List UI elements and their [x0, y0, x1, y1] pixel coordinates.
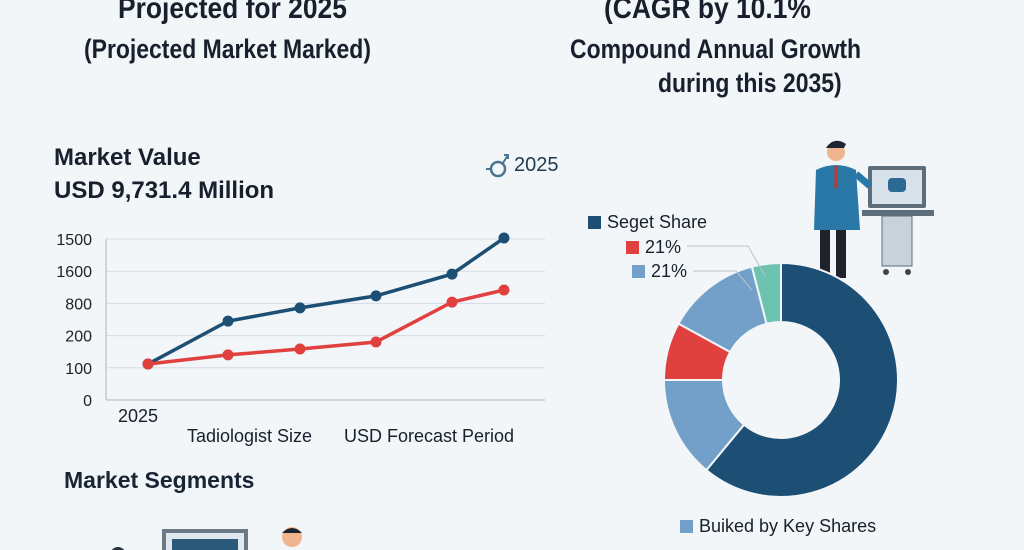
y-tick-label: 200 — [65, 329, 92, 346]
legend-swatch — [588, 216, 601, 229]
x-label-1: Tadiologist Size — [187, 426, 313, 446]
doctor-illustration — [814, 140, 934, 278]
y-tick-label: 1500 — [56, 232, 92, 249]
donut-slice — [750, 261, 782, 326]
data-point — [294, 302, 306, 314]
data-point — [142, 358, 154, 370]
left-subtitle: (Projected Market Marked) — [84, 34, 371, 64]
legend-item-text: 21% — [645, 237, 682, 257]
donut-slice — [705, 261, 899, 498]
donut-legend-item: 21% — [632, 261, 687, 282]
y-tick-label: 0 — [83, 393, 92, 410]
legend-swatch — [680, 520, 693, 533]
series-line-0 — [147, 236, 505, 366]
leader-line — [693, 270, 753, 291]
legend-title-text: Seget Share — [607, 212, 708, 232]
data-point — [498, 284, 510, 296]
y-tick-label: 1600 — [56, 264, 92, 281]
donut-legend-title: Seget Share — [588, 212, 707, 233]
leader-line — [687, 245, 766, 277]
right-title: (CAGR by 10.1% — [604, 0, 811, 25]
data-point — [370, 290, 382, 302]
y-tick-label: 100 — [65, 361, 92, 378]
right-subtitle-2: during this 2035) — [658, 68, 842, 98]
left-title: Projected for 2025 — [118, 0, 347, 25]
x-tick-label: 2025 — [118, 406, 159, 426]
year-badge-text: 2025 — [514, 153, 559, 176]
data-point — [222, 315, 234, 327]
legend-swatch — [626, 241, 639, 254]
data-point — [222, 349, 234, 361]
legend-item-text: 21% — [651, 261, 688, 281]
footer-legend-text: Buiked by Key Shares — [699, 516, 877, 536]
data-point — [498, 232, 510, 244]
donut-legend-item: 21% — [626, 237, 681, 258]
market-value-amount: USD 9,731.4 Million — [54, 177, 275, 204]
donut-footer-legend: Buiked by Key Shares — [680, 516, 876, 537]
data-point — [370, 336, 382, 348]
market-value-label: Market Value — [54, 144, 201, 171]
data-point — [446, 296, 458, 308]
data-point — [446, 268, 458, 280]
year-badge: 2025 — [484, 150, 559, 180]
right-subtitle-1: Compound Annual Growth — [570, 34, 862, 64]
legend-swatch — [632, 265, 645, 278]
series-line-1 — [147, 288, 505, 366]
gender-symbol-icon — [486, 154, 509, 178]
y-tick-label: 800 — [65, 296, 92, 313]
x-label-2: USD Forecast Period — [344, 426, 515, 446]
section-title: Market Segments — [64, 467, 255, 493]
data-point — [294, 343, 306, 355]
bottom-illustration — [111, 527, 302, 550]
